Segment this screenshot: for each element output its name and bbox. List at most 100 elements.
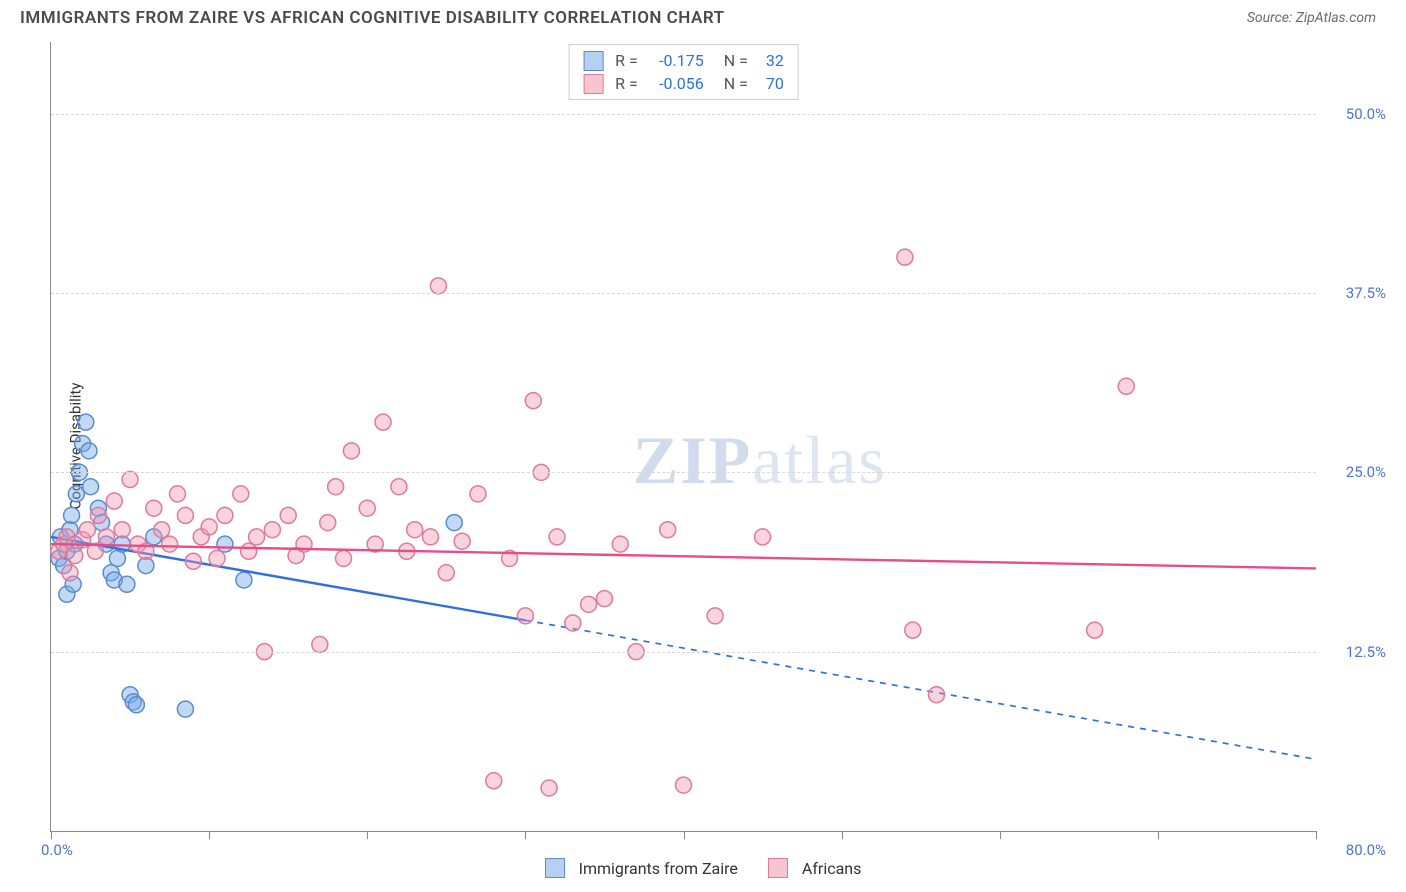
data-point — [233, 486, 249, 502]
xtick — [842, 831, 843, 839]
gridline — [51, 114, 1316, 115]
data-point — [596, 591, 612, 607]
xtick — [51, 831, 52, 839]
trend-line-dashed — [525, 620, 1316, 759]
source-credit: Source: ZipAtlas.com — [1247, 10, 1376, 26]
data-point — [249, 529, 265, 545]
data-point — [359, 500, 375, 516]
data-point — [423, 529, 439, 545]
data-point — [470, 486, 486, 502]
chart-plot-area: ZIPatlas R = -0.175 N = 32 R = -0.056 N … — [50, 42, 1316, 832]
legend-label-africans: Africans — [802, 859, 861, 878]
ytick-label: 50.0% — [1326, 105, 1386, 123]
data-point — [446, 515, 462, 531]
data-point — [59, 529, 75, 545]
data-point — [83, 479, 99, 495]
data-point — [454, 533, 470, 549]
data-point — [114, 522, 130, 538]
data-point — [612, 536, 628, 552]
data-point — [81, 443, 97, 459]
scatter-svg — [51, 42, 1316, 831]
data-point — [209, 550, 225, 566]
data-point — [517, 608, 533, 624]
gridline — [51, 472, 1316, 473]
xtick — [684, 831, 685, 839]
data-point — [64, 507, 80, 523]
chart-title: IMMIGRANTS FROM ZAIRE VS AFRICAN COGNITI… — [20, 8, 725, 28]
data-point — [78, 414, 94, 430]
data-point — [119, 576, 135, 592]
gridline — [51, 652, 1316, 653]
data-point — [328, 479, 344, 495]
legend-swatch-pink — [768, 858, 788, 878]
x-max-label: 80.0% — [1346, 841, 1386, 859]
data-point — [146, 500, 162, 516]
trend-line — [51, 544, 1316, 568]
data-point — [343, 443, 359, 459]
data-point — [897, 249, 913, 265]
data-point — [128, 697, 144, 713]
xtick — [1158, 831, 1159, 839]
data-point — [905, 622, 921, 638]
data-point — [264, 522, 280, 538]
data-point — [541, 780, 557, 796]
data-point — [525, 393, 541, 409]
data-point — [486, 773, 502, 789]
data-point — [217, 507, 233, 523]
xtick — [525, 831, 526, 839]
data-point — [122, 472, 138, 488]
data-point — [98, 529, 114, 545]
data-point — [177, 701, 193, 717]
data-point — [162, 536, 178, 552]
data-point — [320, 515, 336, 531]
data-point — [62, 565, 78, 581]
data-point — [312, 637, 328, 653]
data-point — [430, 278, 446, 294]
data-point — [236, 572, 252, 588]
source-prefix: Source: — [1247, 10, 1296, 26]
data-point — [79, 522, 95, 538]
ytick-label: 25.0% — [1326, 463, 1386, 481]
legend-item-africans: Africans — [768, 858, 861, 878]
data-point — [336, 550, 352, 566]
legend-swatch-blue — [545, 858, 565, 878]
data-point — [660, 522, 676, 538]
xtick — [367, 831, 368, 839]
data-point — [581, 596, 597, 612]
data-point — [407, 522, 423, 538]
data-point — [177, 507, 193, 523]
data-point — [565, 615, 581, 631]
series-legend: Immigrants from Zaire Africans — [0, 858, 1406, 878]
data-point — [676, 777, 692, 793]
data-point — [109, 550, 125, 566]
gridline — [51, 293, 1316, 294]
source-name: ZipAtlas.com — [1296, 10, 1376, 26]
data-point — [170, 486, 186, 502]
data-point — [68, 486, 84, 502]
legend-item-zaire: Immigrants from Zaire — [545, 858, 738, 878]
header-bar: IMMIGRANTS FROM ZAIRE VS AFRICAN COGNITI… — [0, 0, 1406, 32]
data-point — [929, 687, 945, 703]
data-point — [438, 565, 454, 581]
data-point — [707, 608, 723, 624]
data-point — [280, 507, 296, 523]
data-point — [375, 414, 391, 430]
data-point — [549, 529, 565, 545]
data-point — [201, 519, 217, 535]
data-point — [241, 543, 257, 559]
data-point — [106, 493, 122, 509]
legend-label-zaire: Immigrants from Zaire — [579, 859, 738, 878]
xtick — [1000, 831, 1001, 839]
data-point — [154, 522, 170, 538]
data-point — [1087, 622, 1103, 638]
data-point — [755, 529, 771, 545]
data-point — [391, 479, 407, 495]
xtick — [209, 831, 210, 839]
ytick-label: 37.5% — [1326, 284, 1386, 302]
x-origin-label: 0.0% — [41, 841, 73, 859]
data-point — [185, 553, 201, 569]
xtick — [1316, 831, 1317, 839]
data-point — [90, 507, 106, 523]
data-point — [67, 548, 83, 564]
data-point — [1118, 378, 1134, 394]
